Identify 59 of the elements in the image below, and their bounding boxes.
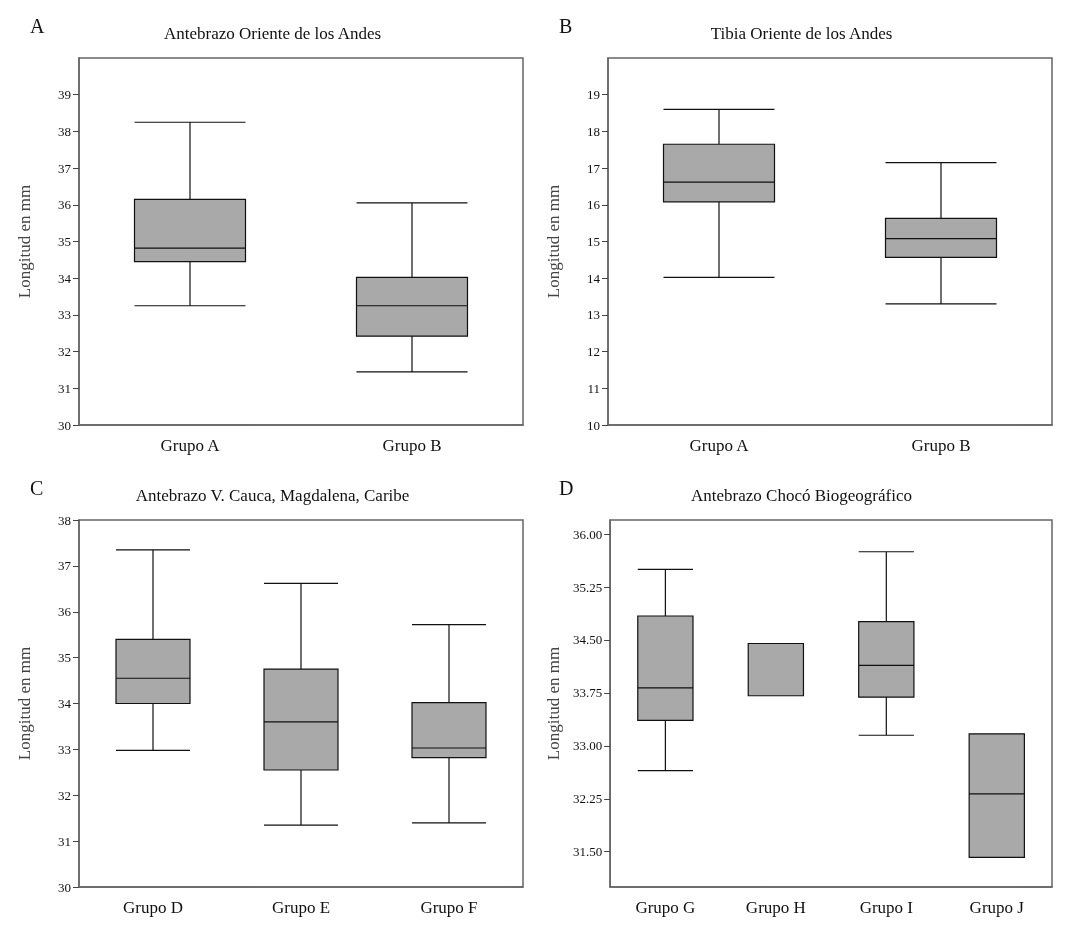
x-tick-label: Grupo H [745,898,806,917]
text: A [30,15,45,37]
x-tick-label: Grupo I [859,898,914,917]
x-tick-label: Grupo A [689,436,750,455]
y-tick-label: 33.00 [572,738,603,754]
x-tick-label: Grupo B [382,436,442,455]
y-tick-label: 14 [587,270,601,286]
y-tick-label: 34 [58,696,72,711]
y-tick-label: 35 [58,650,71,666]
y-axis-title: Longitud en mm [544,184,563,299]
y-tick-label: 37 [58,558,72,574]
x-tick-label: Grupo B [911,436,971,455]
y-tick-label: 31 [58,380,71,396]
y-tick-label: 31.50 [572,844,603,860]
y-tick-label: 33 [58,307,71,323]
text: D [559,477,574,499]
y-tick-label: 10 [587,417,600,433]
y-axis-title: Longitud en mm [15,184,34,299]
y-tick-label: 33 [58,741,71,757]
y-tick-label: 35.25 [572,579,603,595]
y-tick-label: 32 [58,787,71,803]
y-tick-label: 30 [58,417,71,433]
x-tick-label: Grupo D [123,898,183,917]
x-tick-label: Grupo J [969,898,1025,917]
y-tick-label: 38 [58,123,71,139]
y-tick-label: 39 [58,87,71,103]
chart-title: Tibia Oriente de los Andes [710,24,893,43]
chart-title: Antebrazo V. Cauca, Magdalena, Caribe [135,486,410,505]
y-tick-label: 34.50 [572,632,603,648]
chart-title: Antebrazo Oriente de los Andes [163,24,382,43]
y-tick-label: 37 [58,160,72,176]
chart-title: Antebrazo Chocó Biogeográfico [691,486,912,505]
y-tick-label: 30 [58,879,71,895]
y-tick-label: 31 [58,833,71,849]
x-tick-label: Grupo F [420,898,478,917]
y-axis-title: Longitud en mm [544,646,563,761]
y-tick-label: 36 [58,604,72,620]
x-tick-label: Grupo G [635,898,696,917]
y-tick-label: 32 [58,344,71,360]
y-tick-label: 17 [587,160,601,176]
y-axis-title: Longitud en mm [15,646,34,761]
y-tick-label: 11 [587,380,600,396]
y-tick-label: 12 [587,344,600,360]
y-tick-label: 32.25 [572,791,603,807]
y-tick-label: 33.75 [572,685,603,701]
x-tick-label: Grupo E [271,898,331,917]
y-tick-label: 36 [58,197,72,213]
x-tick-label: Grupo A [160,436,221,455]
y-tick-label: 18 [587,123,600,139]
y-tick-label: 13 [587,307,600,323]
y-tick-label: 35 [58,234,71,249]
y-tick-label: 19 [587,87,600,103]
y-tick-label: 16 [587,197,601,213]
text: B [559,15,573,37]
y-tick-label: 38 [58,512,71,528]
y-tick-label: 15 [587,234,600,249]
y-tick-label: 34 [58,270,72,286]
y-tick-label: 36.00 [572,526,603,542]
text: C [30,477,44,499]
